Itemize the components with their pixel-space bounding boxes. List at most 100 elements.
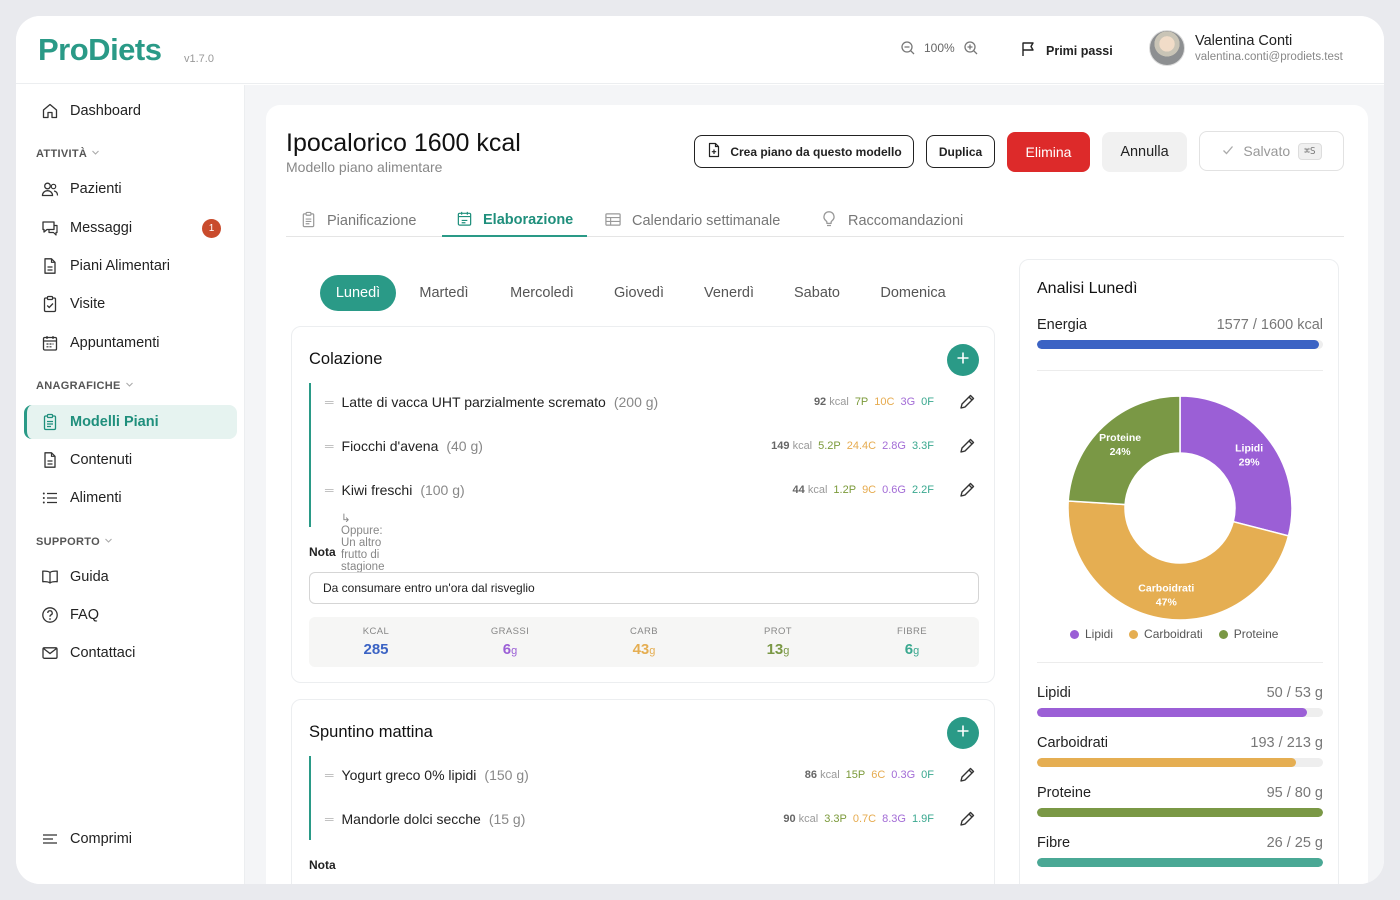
user-name: Valentina Conti	[1195, 33, 1293, 49]
sidebar-section-anagrafiche[interactable]: ANAGRAFICHE	[36, 380, 134, 392]
sidebar-section-supporto[interactable]: SUPPORTO	[36, 536, 113, 548]
sidebar-item-dashboard[interactable]: Dashboard	[24, 94, 237, 128]
app-logo[interactable]: ProDiets	[38, 32, 162, 67]
tab-raccomandazioni[interactable]: Raccomandazioni	[820, 205, 963, 237]
sidebar-item-contenuti[interactable]: Contenuti	[24, 443, 237, 477]
create-plan-button[interactable]: Crea piano da questo modello	[694, 135, 914, 168]
drag-handle-icon[interactable]: ═	[325, 439, 334, 453]
create-plan-label: Crea piano da questo modello	[730, 144, 902, 159]
food-fat: 8.3G	[882, 813, 906, 825]
edit-food-button[interactable]	[957, 765, 977, 790]
donut-slice-proteine[interactable]	[1067, 395, 1181, 506]
zoom-control: 100%	[900, 40, 979, 56]
sidebar-item-label: Visite	[70, 296, 106, 312]
sidebar-item-pazienti[interactable]: Pazienti	[24, 172, 237, 206]
macro-value: 95 / 80 g	[1266, 785, 1323, 801]
food-name: Yogurt greco 0% lipidi	[341, 767, 477, 783]
edit-food-button[interactable]	[957, 809, 977, 834]
page-title: Ipocalorico 1600 kcal	[286, 129, 521, 157]
add-food-button[interactable]	[947, 344, 979, 376]
macro-row-proteine: Proteine 95 / 80 g	[1037, 785, 1323, 801]
donut-slice-lipidi[interactable]	[1179, 395, 1293, 537]
sidebar-item-visite[interactable]: Visite	[24, 287, 237, 321]
day-martedi[interactable]: Martedì	[419, 285, 469, 301]
food-fibre: 0F	[921, 769, 934, 781]
drag-handle-icon[interactable]: ═	[325, 812, 334, 826]
cancel-button[interactable]: Annulla	[1102, 132, 1187, 172]
users-icon	[40, 179, 60, 199]
sidebar-item-piani-alimentari[interactable]: Piani Alimentari	[24, 249, 237, 283]
note-label: Nota	[309, 545, 336, 559]
day-domenica[interactable]: Domenica	[880, 285, 946, 301]
sidebar-item-label: Pazienti	[70, 181, 122, 197]
sidebar-section-attivita[interactable]: ATTIVITÀ	[36, 148, 100, 160]
edit-food-button[interactable]	[957, 436, 977, 461]
duplicate-button[interactable]: Duplica	[926, 135, 995, 168]
sidebar-item-guida[interactable]: Guida	[24, 560, 237, 594]
sidebar-item-alimenti[interactable]: Alimenti	[24, 481, 237, 515]
add-food-button[interactable]	[947, 717, 979, 749]
page-subtitle: Modello piano alimentare	[286, 159, 443, 175]
sidebar-item-contattaci[interactable]: Contattaci	[24, 636, 237, 670]
food-macros: 92 kcal 7P 10C 3G 0F	[814, 396, 934, 408]
saved-label: Salvato	[1243, 143, 1291, 159]
food-protein: 15P	[845, 769, 866, 781]
food-macros: 149 kcal 5.2P 24.4C 2.8G 3.3F	[771, 440, 934, 452]
sidebar-item-appuntamenti[interactable]: Appuntamenti	[24, 326, 237, 360]
edit-food-button[interactable]	[957, 392, 977, 417]
note-input[interactable]: Da consumare entro un'ora dal risveglio	[309, 572, 979, 604]
food-carbs: 9C	[862, 484, 877, 496]
divider	[1037, 662, 1323, 663]
help-first-steps-button[interactable]: Primi passi	[1020, 40, 1113, 61]
total-value: 285	[363, 641, 389, 658]
pencil-icon	[957, 767, 977, 789]
sidebar-collapse-button[interactable]: Comprimi	[24, 822, 237, 856]
total-value: 43	[632, 641, 650, 658]
saved-status-button[interactable]: Salvato ⌘S	[1199, 131, 1344, 171]
total-value: 13	[766, 641, 784, 658]
table-icon	[604, 211, 622, 232]
sidebar-item-label: Guida	[70, 569, 109, 585]
user-menu[interactable]: Valentina Conti valentina.conti@prodiets…	[1149, 30, 1343, 66]
app-version: v1.7.0	[184, 53, 214, 65]
drag-handle-icon[interactable]: ═	[325, 768, 334, 782]
tab-elaborazione[interactable]: Elaborazione	[442, 205, 588, 237]
zoom-in-icon[interactable]	[963, 40, 979, 56]
sidebar: Dashboard ATTIVITÀ Pazienti Messaggi 1 P…	[16, 85, 245, 884]
drag-handle-icon[interactable]: ═	[325, 395, 334, 409]
energy-row: Energia 1577 / 1600 kcal	[1037, 317, 1323, 333]
tab-pianificazione[interactable]: Pianificazione	[300, 205, 416, 237]
tab-bar: Pianificazione Elaborazione Calendario s…	[286, 205, 1344, 237]
food-quantity: (15 g)	[488, 811, 526, 827]
top-bar: ProDiets v1.7.0 100% Primi passi Valenti…	[16, 16, 1384, 84]
food-quantity: (40 g)	[446, 438, 483, 454]
delete-button[interactable]: Elimina	[1007, 132, 1090, 172]
donut-slice-carboidrati[interactable]	[1067, 500, 1290, 621]
edit-food-button[interactable]	[957, 480, 977, 505]
macro-value: 50 / 53 g	[1266, 685, 1323, 701]
day-giovedi[interactable]: Giovedì	[614, 285, 664, 301]
macro-progress-bar	[1037, 858, 1323, 867]
tab-calendario-settimanale[interactable]: Calendario settimanale	[604, 205, 780, 237]
sidebar-item-messaggi[interactable]: Messaggi 1	[24, 211, 237, 245]
energy-value: 1577 / 1600 kcal	[1216, 317, 1323, 333]
food-list: ═ Latte di vacca UHT parzialmente scremat…	[309, 383, 975, 573]
chart-legend: Lipidi Carboidrati Proteine	[1070, 627, 1278, 641]
sidebar-item-label: Appuntamenti	[70, 335, 160, 351]
food-item: ═ Yogurt greco 0% lipidi (150 g) 86 kcal 15…	[311, 761, 981, 791]
sidebar-item-modelli-piani[interactable]: Modelli Piani	[24, 405, 237, 439]
day-analysis-panel: Analisi Lunedì Energia 1577 / 1600 kcal …	[1019, 259, 1339, 884]
day-mercoledi[interactable]: Mercoledì	[510, 285, 574, 301]
day-sabato[interactable]: Sabato	[794, 285, 840, 301]
zoom-out-icon[interactable]	[900, 40, 916, 56]
day-lunedi[interactable]: Lunedì	[320, 275, 396, 311]
donut-slice-percent: 24%	[1110, 446, 1132, 458]
day-venerdi[interactable]: Venerdì	[704, 285, 754, 301]
macro-label: Fibre	[1037, 835, 1071, 851]
tab-label: Pianificazione	[327, 213, 417, 229]
tab-label: Elaborazione	[483, 212, 574, 228]
note-label: Nota	[309, 858, 336, 872]
drag-handle-icon[interactable]: ═	[325, 483, 334, 497]
macro-progress-fill	[1037, 858, 1323, 867]
sidebar-item-faq[interactable]: FAQ	[24, 598, 237, 632]
